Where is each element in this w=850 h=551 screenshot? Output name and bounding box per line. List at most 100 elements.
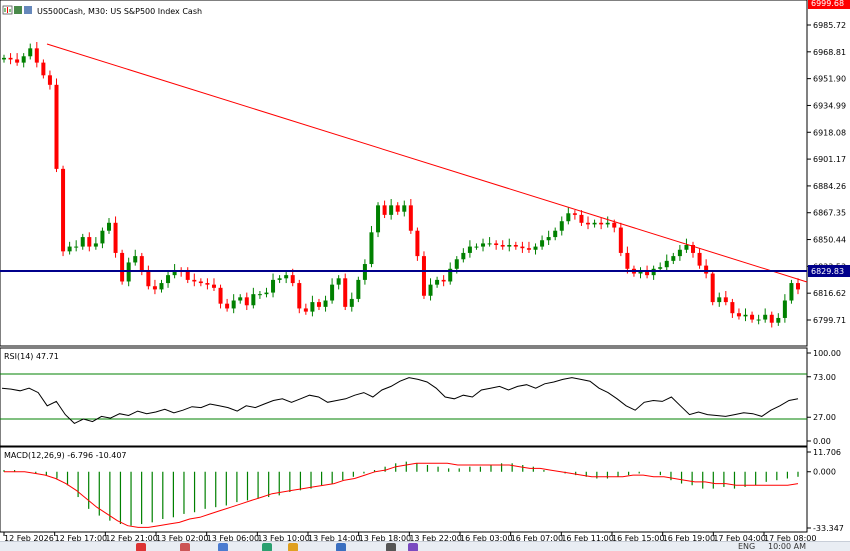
candle-body xyxy=(93,243,98,247)
candle-body xyxy=(697,252,702,266)
candle-body xyxy=(106,222,111,231)
symbol-title: US500Cash, M30: US S&P500 Index Cash xyxy=(37,7,202,16)
time-tick-label: 12 Feb 2026 xyxy=(4,534,54,543)
price-tick-label: 6884.26 xyxy=(813,182,846,191)
candle-body xyxy=(310,302,315,312)
candle-body xyxy=(139,256,144,271)
candle-body xyxy=(402,205,407,212)
candle-body xyxy=(454,259,459,269)
candle-body xyxy=(349,298,354,307)
candle-body xyxy=(198,281,203,284)
clock[interactable]: 10:00 AM xyxy=(768,542,806,551)
candle-body xyxy=(487,243,492,245)
price-tick-label: 6985.72 xyxy=(813,21,846,30)
candle-body xyxy=(271,279,276,293)
candle-body xyxy=(592,222,597,225)
app-icon[interactable] xyxy=(386,543,396,551)
price-tick-label: 6850.44 xyxy=(813,236,846,245)
candle-body xyxy=(218,287,223,304)
app-icon[interactable] xyxy=(136,543,146,551)
candle-body xyxy=(435,279,440,285)
candle-body xyxy=(769,314,774,323)
candle-body xyxy=(343,278,348,307)
price-tick-label: 6951.90 xyxy=(813,75,846,84)
candle-body xyxy=(441,279,446,282)
app-icon[interactable] xyxy=(180,543,190,551)
time-tick-label: 17 Feb 08:00 xyxy=(764,534,816,543)
chart-settings-icon[interactable] xyxy=(24,6,32,14)
app-icon[interactable] xyxy=(262,543,272,551)
candle-body xyxy=(494,243,499,246)
candle-body xyxy=(356,279,361,299)
candle-body xyxy=(559,221,564,231)
candle-body xyxy=(612,222,617,228)
hline-price-badge xyxy=(808,265,850,277)
candle-body xyxy=(316,302,321,307)
candle-body xyxy=(789,283,794,301)
rsi-tick-label: 27.00 xyxy=(813,413,836,422)
candle-body xyxy=(152,286,157,290)
candle-body xyxy=(520,246,525,249)
candle-body xyxy=(618,227,623,253)
rsi-tick-label: 100.00 xyxy=(813,349,841,358)
chart-mode-icon[interactable] xyxy=(14,6,22,14)
candlestick-series xyxy=(2,42,800,328)
candle-body xyxy=(586,222,591,225)
candle-body xyxy=(61,168,66,252)
candle-body xyxy=(664,260,669,268)
candle-body xyxy=(15,59,20,63)
price-tick-label: 6816.62 xyxy=(813,289,846,298)
time-tick-label: 13 Feb 10:00 xyxy=(257,534,309,543)
candle-body xyxy=(546,237,551,241)
candle-body xyxy=(382,205,387,215)
candle-body xyxy=(579,214,584,223)
candle-body xyxy=(336,278,341,285)
candle-body xyxy=(21,56,26,63)
candle-body xyxy=(133,256,138,263)
app-icon[interactable] xyxy=(408,543,418,551)
price-tick-label: 6918.08 xyxy=(813,128,846,137)
time-tick-label: 13 Feb 22:00 xyxy=(409,534,461,543)
candle-body xyxy=(80,237,85,247)
candle-body xyxy=(782,300,787,318)
rsi-tick-label: 73.00 xyxy=(813,373,836,382)
candle-body xyxy=(677,249,682,257)
current-price-badge xyxy=(808,0,850,9)
candle-body xyxy=(211,284,216,288)
candle-body xyxy=(290,275,295,284)
candle-body xyxy=(710,273,715,303)
macd-title: MACD(12,26,9) -6.796 -10.407 xyxy=(4,451,127,460)
candle-body xyxy=(658,267,663,269)
candle-body xyxy=(645,271,650,276)
rsi-axis: 100.00 73.00 27.00 0.00 xyxy=(807,349,841,446)
time-tick-label: 17 Feb 04:00 xyxy=(713,534,765,543)
candle-body xyxy=(448,268,453,282)
language-indicator[interactable]: ENG xyxy=(738,542,756,551)
macd-panel[interactable] xyxy=(0,446,808,533)
candle-body xyxy=(395,205,400,212)
app-icon[interactable] xyxy=(336,543,346,551)
time-tick-label: 13 Feb 14:00 xyxy=(308,534,360,543)
candle-body xyxy=(376,205,381,233)
macd-axis: 11.706 0.000 -33.347 xyxy=(807,448,844,533)
app-icon[interactable] xyxy=(218,543,228,551)
time-tick-label: 13 Feb 18:00 xyxy=(359,534,411,543)
time-tick-label: 16 Feb 19:00 xyxy=(663,534,715,543)
candle-body xyxy=(625,252,630,269)
candle-body xyxy=(47,75,52,85)
rsi-panel[interactable] xyxy=(0,347,808,447)
time-tick-label: 13 Feb 06:00 xyxy=(207,534,259,543)
candle-body xyxy=(146,270,151,287)
current-price-label: 6999.68 xyxy=(811,0,844,8)
price-tick-label: 6968.81 xyxy=(813,48,846,57)
candle-body xyxy=(684,245,689,250)
time-tick-label: 12 Feb 21:00 xyxy=(105,534,157,543)
time-tick-label: 16 Feb 15:00 xyxy=(612,534,664,543)
app-icon[interactable] xyxy=(288,543,298,551)
candle-body xyxy=(415,230,420,257)
trendline[interactable] xyxy=(46,43,808,283)
price-panel[interactable] xyxy=(0,0,808,347)
candle-body xyxy=(100,230,105,244)
price-tick-label: 6799.71 xyxy=(813,316,846,325)
